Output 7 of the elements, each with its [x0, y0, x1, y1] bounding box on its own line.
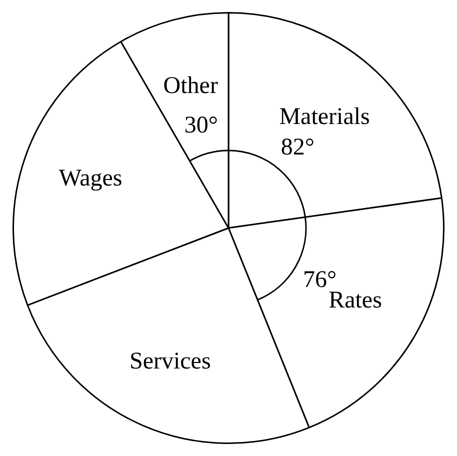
slice-label: Other — [163, 72, 218, 99]
slice-label: Rates — [328, 287, 382, 314]
slice-label: Services — [129, 348, 211, 375]
slice-label: Wages — [58, 165, 122, 192]
data-label: 30° — [184, 112, 218, 138]
slice-label: Materials — [279, 104, 370, 130]
data-label: 82° — [280, 134, 314, 161]
